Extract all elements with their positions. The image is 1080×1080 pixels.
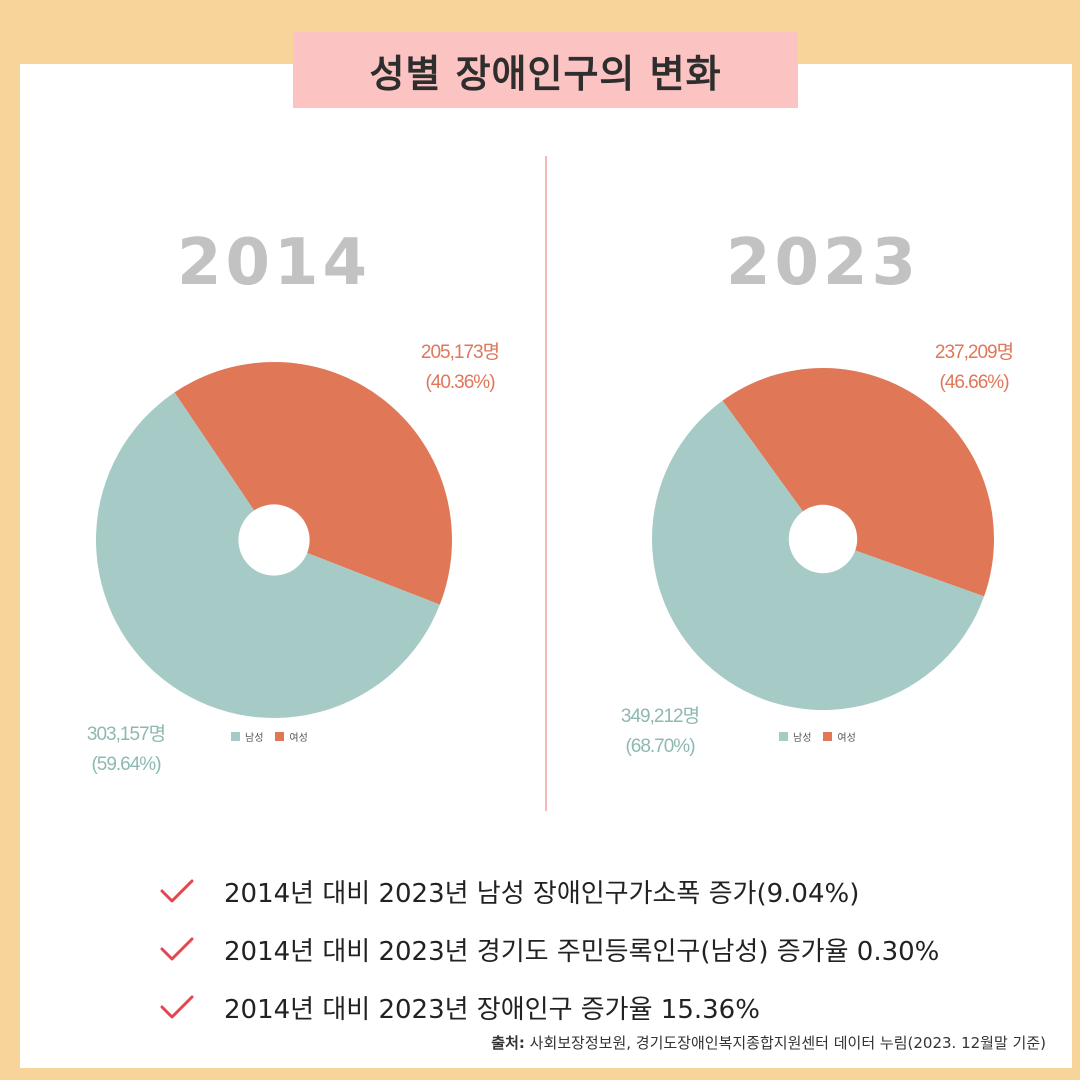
female-percent-2023: (46.66%) <box>939 372 1009 393</box>
male-value-2023: 349,212명 <box>620 706 700 727</box>
legend-item-male: 남성 <box>231 729 263 744</box>
female-label-2023: 237,209명 (46.66%) <box>906 338 1042 398</box>
male-value-2014: 303,157명 <box>86 724 166 745</box>
check-icon <box>160 995 194 1019</box>
pie-chart-2014 <box>96 362 453 718</box>
page-title: 성별 장애인구의 변화 <box>293 32 798 108</box>
male-label-2023: 349,212명 (68.70%) <box>592 702 728 762</box>
female-percent-2014: (40.36%) <box>425 372 495 393</box>
donut-hole <box>238 504 310 576</box>
check-icon <box>160 937 194 961</box>
legend-2014: 남성 여성 <box>231 729 314 744</box>
legend-label-female: 여성 <box>289 733 308 744</box>
donut-hole <box>788 504 858 574</box>
pie-slice-female <box>722 368 994 597</box>
source-label: 출처: <box>491 1034 525 1052</box>
pie-slice-female <box>174 362 453 605</box>
legend-label-male: 남성 <box>793 733 812 744</box>
summary-text: 2014년 대비 2023년 경기도 주민등록인구(남성) 증가율 0.30% <box>224 936 940 967</box>
center-divider <box>545 156 547 811</box>
female-label-2014: 205,173명 (40.36%) <box>392 338 528 398</box>
legend-label-male: 남성 <box>245 733 264 744</box>
summary-item: 2014년 대비 2023년 경기도 주민등록인구(남성) 증가율 0.30% <box>160 920 939 978</box>
summary-item: 2014년 대비 2023년 장애인구 증가율 15.36% <box>160 978 939 1036</box>
chart-2023-title: 2023 <box>725 226 921 300</box>
legend-item-male: 남성 <box>779 729 811 744</box>
source-note: 출처: 사회보장정보원, 경기도장애인복지종합지원센터 데이터 누림(2023.… <box>491 1032 1046 1053</box>
legend-swatch-male <box>231 732 240 741</box>
female-value-2014: 205,173명 <box>420 342 500 363</box>
legend-2023: 남성 여성 <box>779 729 862 744</box>
summary-text: 2014년 대비 2023년 장애인구 증가율 15.36% <box>224 994 760 1025</box>
legend-swatch-female <box>823 732 833 741</box>
male-label-2014: 303,157명 (59.64%) <box>58 720 194 780</box>
summary-list: 2014년 대비 2023년 남성 장애인구가소폭 증가(9.04%) 2014… <box>160 862 939 1036</box>
summary-item: 2014년 대비 2023년 남성 장애인구가소폭 증가(9.04%) <box>160 862 939 920</box>
male-percent-2023: (68.70%) <box>625 736 695 757</box>
legend-swatch-male <box>779 732 788 741</box>
source-text: 사회보장정보원, 경기도장애인복지종합지원센터 데이터 누림(2023. 12월… <box>524 1034 1046 1052</box>
summary-text: 2014년 대비 2023년 남성 장애인구가소폭 증가(9.04%) <box>224 878 860 909</box>
legend-swatch-female <box>275 732 285 741</box>
legend-label-female: 여성 <box>837 733 856 744</box>
check-icon <box>160 879 194 903</box>
legend-item-female: 여성 <box>823 729 856 744</box>
female-value-2023: 237,209명 <box>934 342 1014 363</box>
pie-chart-2023 <box>651 368 994 710</box>
chart-2014-title: 2014 <box>176 226 372 300</box>
legend-item-female: 여성 <box>275 729 308 744</box>
male-percent-2014: (59.64%) <box>91 754 161 775</box>
